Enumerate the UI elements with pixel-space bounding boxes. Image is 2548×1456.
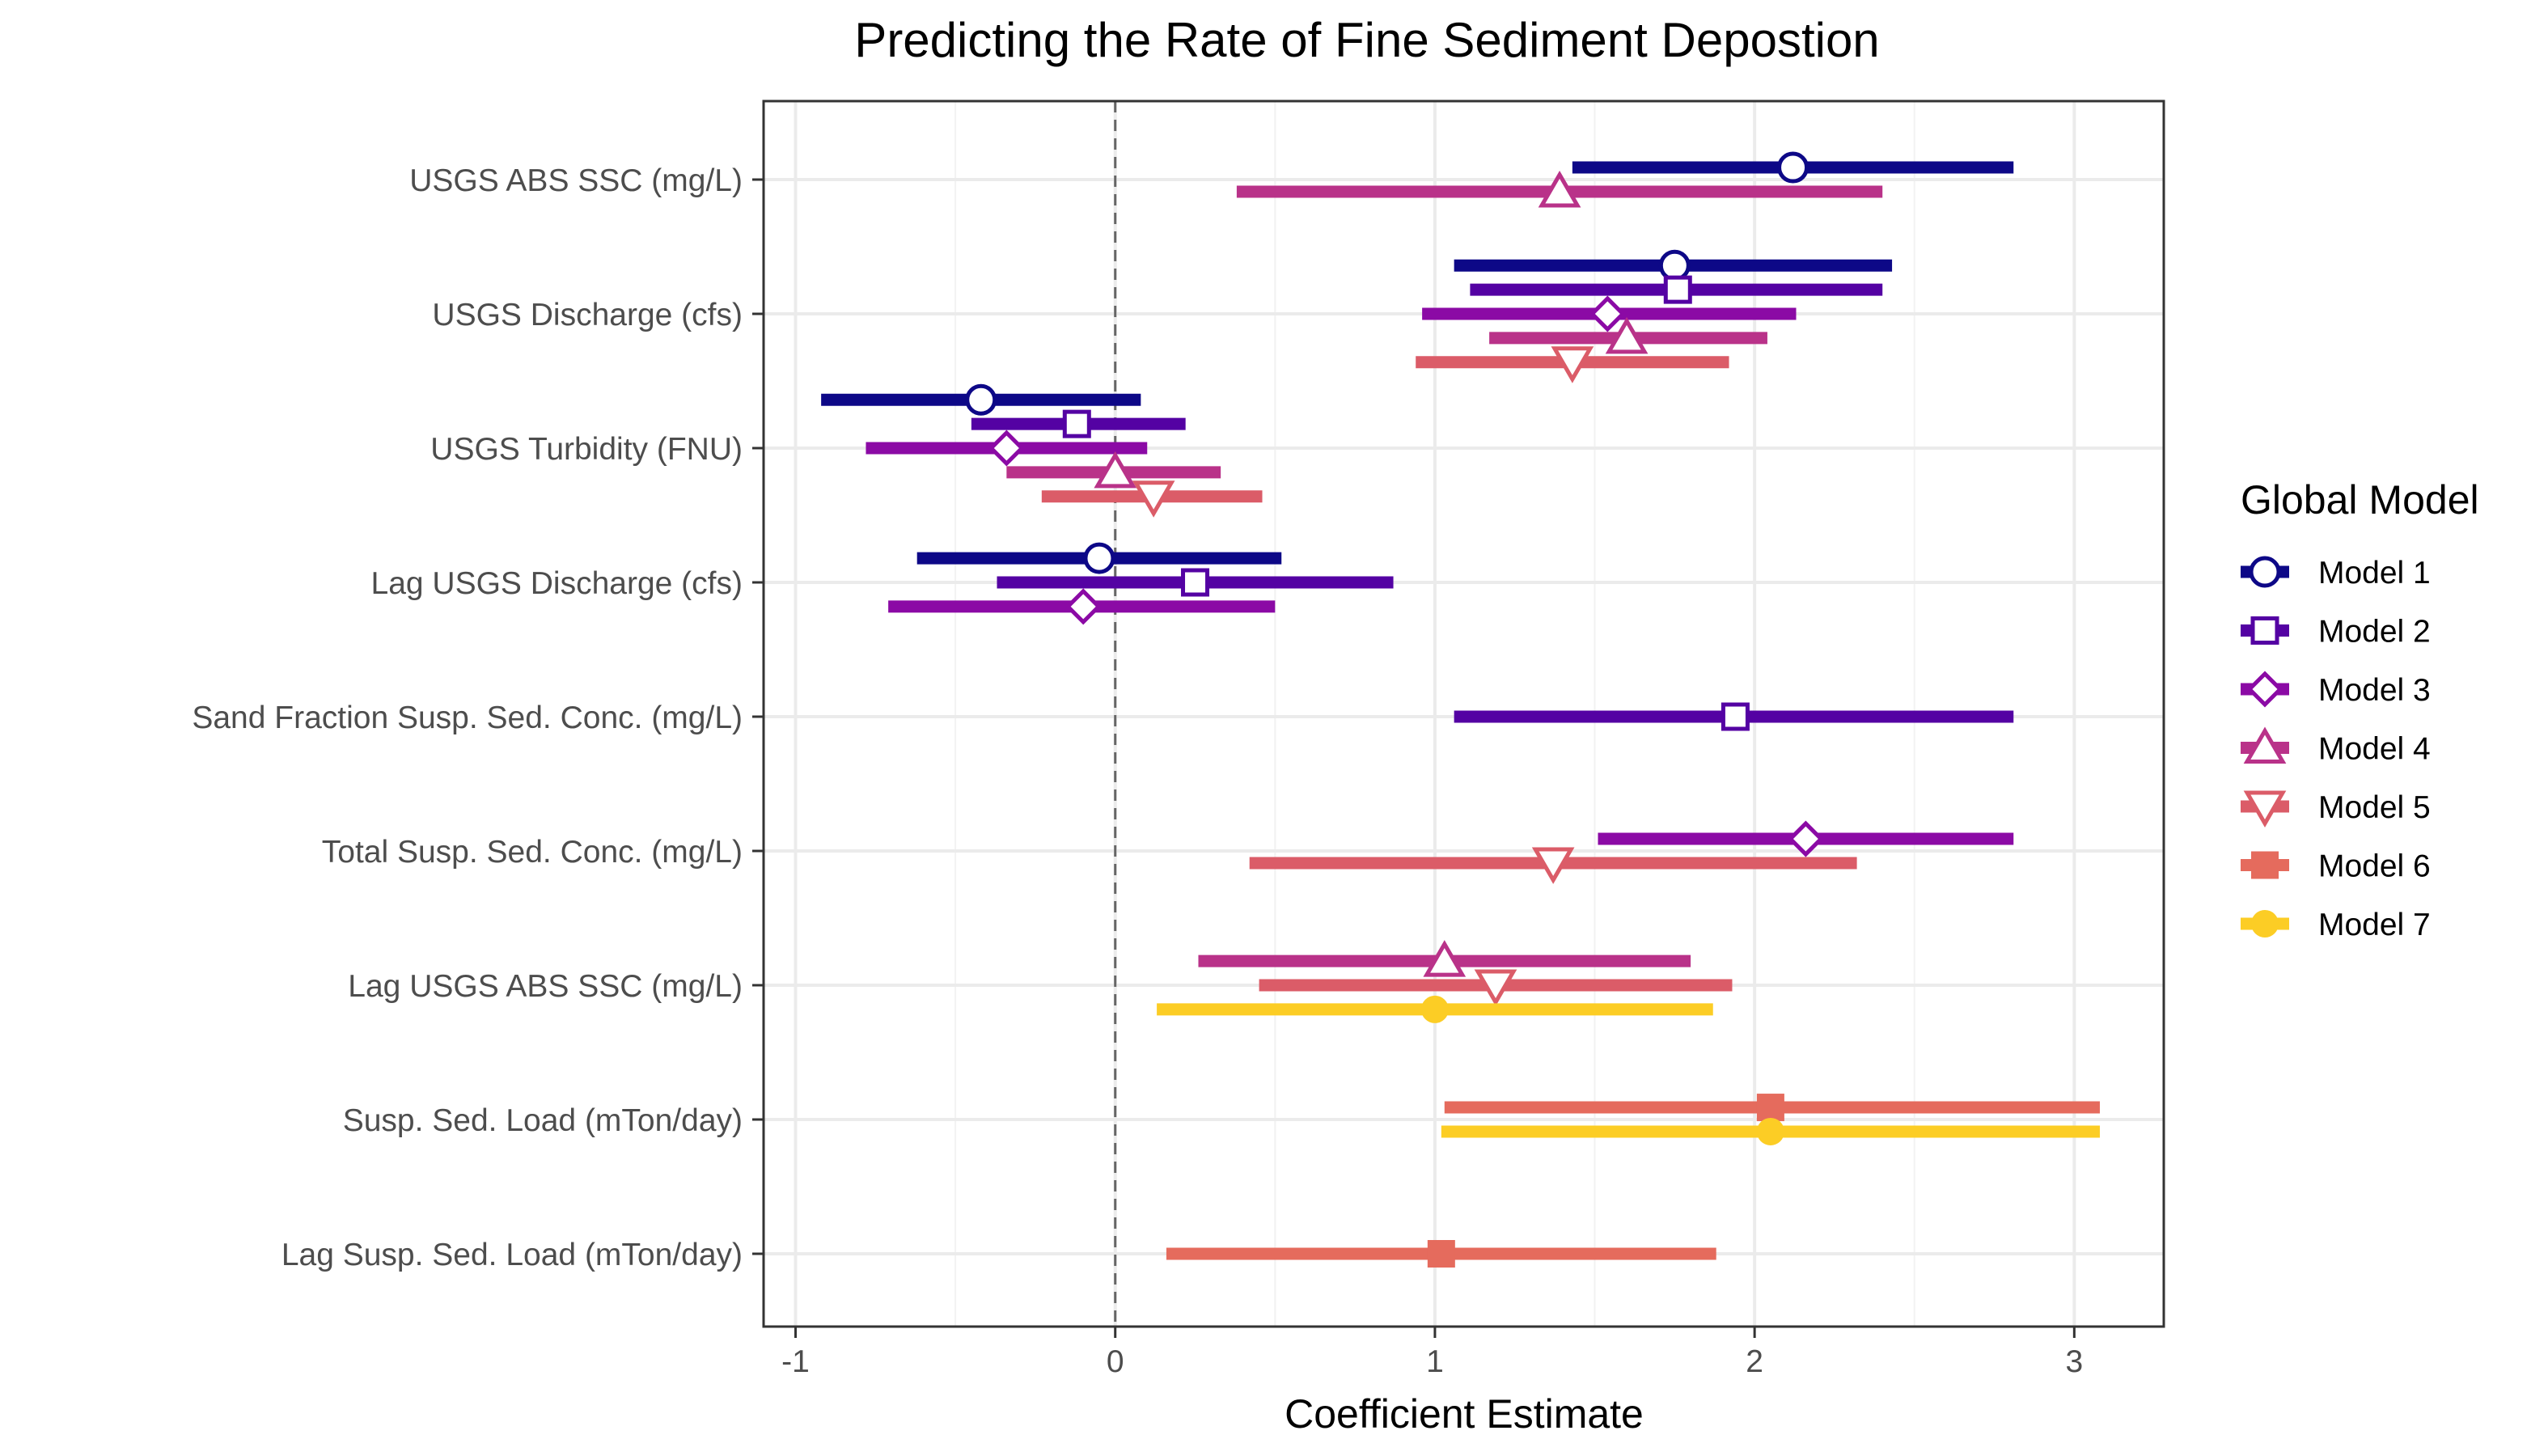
plot-marks (821, 151, 2100, 1268)
estimate-point (1062, 409, 1091, 438)
legend-items: Model 1 Model 2 Model 3 Model 4 Model 5 Model… (2241, 556, 2431, 942)
y-tick-label: Lag Susp. Sed. Load (mTon/day) (281, 1238, 743, 1272)
legend-label: Model 5 (2318, 790, 2431, 825)
x-tick-label: 3 (2065, 1344, 2083, 1379)
legend-item-model-3: Model 3 (2241, 671, 2431, 708)
legend-title: Global Model (2241, 477, 2479, 523)
estimate-point (1658, 249, 1691, 281)
series-model-2 (971, 275, 2014, 731)
y-tick-label: Lag USGS Discharge (cfs) (371, 566, 743, 601)
y-tick-label: USGS ABS SSC (mg/L) (409, 163, 743, 198)
series-model-7 (1157, 995, 2100, 1145)
legend-item-model-4: Model 4 (2241, 726, 2431, 767)
legend-swatch-marker (2249, 556, 2281, 588)
estimate-point (1538, 170, 1581, 208)
x-tick-label: -1 (781, 1344, 810, 1379)
estimate-point (1427, 1240, 1455, 1268)
legend-swatch-marker (2243, 726, 2287, 764)
estimate-point (1531, 847, 1575, 884)
legend-item-model-6: Model 6 (2241, 849, 2431, 884)
legend-item-model-1: Model 1 (2241, 556, 2431, 590)
x-tick-label: 2 (1746, 1344, 1763, 1379)
chart-title: Predicting the Rate of Fine Sediment Dep… (854, 13, 1879, 67)
estimate-point (965, 383, 997, 416)
estimate-point (1551, 346, 1594, 383)
estimate-point (1132, 480, 1175, 518)
x-tick-label: 1 (1426, 1344, 1444, 1379)
x-axis-title: Coefficient Estimate (1285, 1391, 1644, 1437)
y-tick-label: Total Susp. Sed. Conc. (mg/L) (322, 835, 743, 870)
legend-swatch-marker (2243, 790, 2287, 827)
estimate-point (1474, 969, 1517, 1006)
series-model-3 (866, 295, 2014, 857)
y-tick-label: Sand Fraction Susp. Sed. Conc. (mg/L) (192, 700, 743, 735)
legend-item-model-5: Model 5 (2241, 790, 2431, 827)
legend-swatch-marker (2250, 616, 2279, 645)
estimate-point (1756, 1094, 1784, 1122)
y-tick-label: USGS Turbidity (FNU) (430, 432, 743, 467)
estimate-point (1181, 568, 1210, 597)
legend-label: Model 4 (2318, 732, 2431, 767)
legend-swatch-marker (2246, 671, 2283, 708)
legend-swatch-marker (2251, 910, 2279, 938)
estimate-point (1420, 995, 1449, 1023)
estimate-point (1083, 542, 1115, 574)
legend-label: Model 1 (2318, 556, 2431, 590)
estimate-point (1756, 1117, 1784, 1145)
series-model-6 (1166, 1094, 2100, 1268)
legend-label: Model 3 (2318, 673, 2431, 708)
estimate-point (1094, 451, 1137, 489)
estimate-point (1721, 702, 1750, 731)
estimate-point (1064, 588, 1102, 625)
x-tick-label: 0 (1107, 1344, 1124, 1379)
y-tick-label: Susp. Sed. Load (mTon/day) (343, 1103, 743, 1138)
plot-border (762, 99, 2165, 1328)
x-axis: -1 0 1 2 3 (781, 1327, 2083, 1379)
legend-label: Model 7 (2318, 908, 2431, 942)
estimate-point (1423, 940, 1467, 977)
estimate-point (1777, 151, 1809, 184)
estimate-point (1663, 275, 1692, 304)
y-tick-label: Lag USGS ABS SSC (mg/L) (348, 969, 743, 1004)
legend-item-model-2: Model 2 (2241, 615, 2431, 650)
estimate-point (988, 430, 1025, 467)
series-model-4 (1006, 170, 1883, 977)
series-model-1 (821, 151, 2014, 574)
estimate-point (1787, 820, 1824, 857)
legend-item-model-7: Model 7 (2241, 908, 2431, 942)
series-model-5 (1041, 346, 1857, 1006)
legend-label: Model 2 (2318, 615, 2431, 650)
y-axis: USGS ABS SSC (mg/L) USGS Discharge (cfs) U… (192, 163, 764, 1272)
estimate-point (1589, 295, 1626, 332)
y-tick-label: USGS Discharge (cfs) (432, 298, 743, 332)
estimate-point (1605, 316, 1649, 354)
legend-label: Model 6 (2318, 849, 2431, 884)
legend-swatch-marker (2251, 851, 2279, 879)
